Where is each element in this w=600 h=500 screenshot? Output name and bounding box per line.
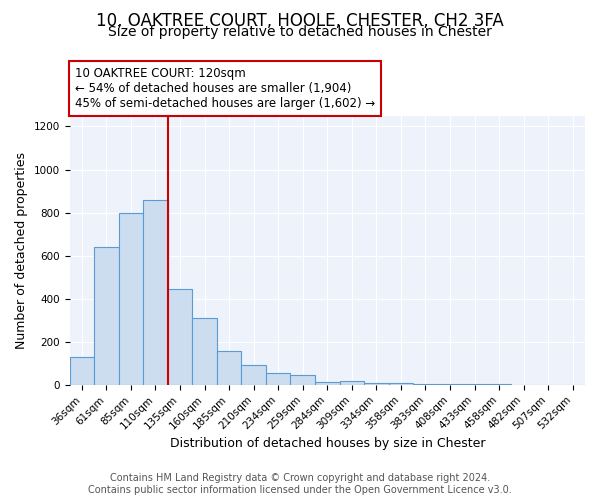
- Bar: [70, 357, 94, 385]
- Bar: [168, 289, 192, 385]
- Bar: [315, 382, 340, 385]
- Bar: [217, 352, 241, 385]
- Bar: [413, 384, 438, 385]
- Bar: [389, 383, 413, 385]
- Text: 10, OAKTREE COURT, HOOLE, CHESTER, CH2 3FA: 10, OAKTREE COURT, HOOLE, CHESTER, CH2 3…: [96, 12, 504, 30]
- Bar: [266, 373, 290, 385]
- Y-axis label: Number of detached properties: Number of detached properties: [15, 152, 28, 349]
- Bar: [364, 382, 389, 385]
- Bar: [438, 384, 462, 385]
- Bar: [241, 366, 266, 385]
- Bar: [192, 318, 217, 385]
- Bar: [340, 380, 364, 385]
- Text: Contains HM Land Registry data © Crown copyright and database right 2024.
Contai: Contains HM Land Registry data © Crown c…: [88, 474, 512, 495]
- X-axis label: Distribution of detached houses by size in Chester: Distribution of detached houses by size …: [170, 437, 485, 450]
- Bar: [143, 200, 168, 385]
- Bar: [94, 247, 119, 385]
- Text: 10 OAKTREE COURT: 120sqm
← 54% of detached houses are smaller (1,904)
45% of sem: 10 OAKTREE COURT: 120sqm ← 54% of detach…: [74, 68, 375, 110]
- Bar: [290, 375, 315, 385]
- Text: Size of property relative to detached houses in Chester: Size of property relative to detached ho…: [108, 25, 492, 39]
- Bar: [119, 212, 143, 385]
